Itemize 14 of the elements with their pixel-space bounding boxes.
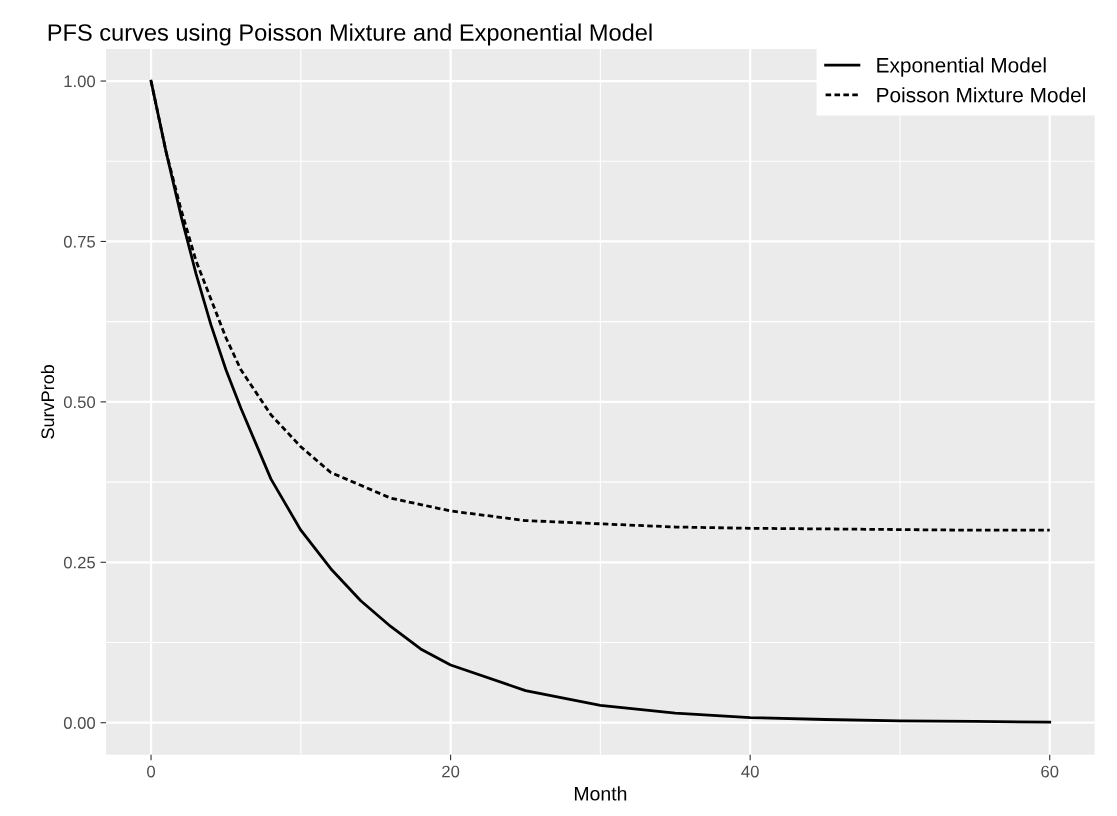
x-axis-title: Month	[574, 786, 627, 801]
x-tick-label: 0	[147, 765, 156, 778]
x-tick-label: 20	[442, 765, 460, 778]
y-tick-label: 1.00	[64, 75, 96, 88]
x-tick-label: 60	[1041, 765, 1059, 778]
x-tick-label: 40	[741, 765, 759, 778]
chart-title: PFS curves using Poisson Mixture and Exponential Model	[48, 23, 652, 46]
y-tick-label: 0.50	[63, 396, 96, 409]
legend-label: Poisson Mixture Model	[877, 87, 1085, 103]
y-tick-label: 0.25	[63, 556, 95, 569]
y-axis-title: SurvProb	[40, 365, 55, 439]
y-tick-label: 0.75	[63, 235, 95, 248]
legend-label: Exponential Model	[877, 57, 1046, 77]
y-tick-label: 0.00	[63, 717, 96, 729]
